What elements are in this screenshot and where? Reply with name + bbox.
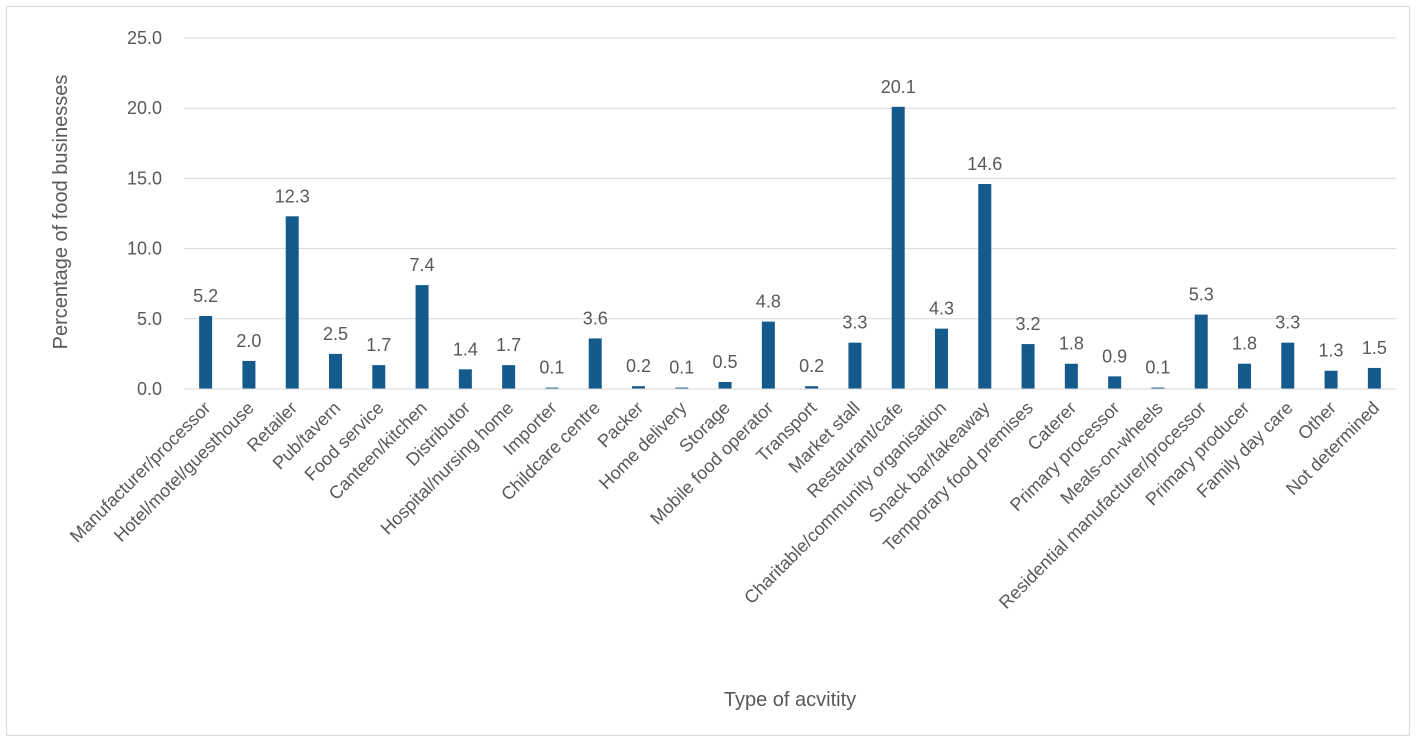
bar [978,184,992,389]
gridlines [184,37,1396,320]
bar [1108,376,1122,389]
bar [502,365,516,389]
data-label: 1.5 [1362,338,1387,358]
data-label: 12.3 [275,186,310,206]
y-tick-label: 25.0 [127,28,162,48]
data-label: 0.5 [713,352,738,372]
data-label: 2.0 [236,331,261,351]
data-labels: 5.2 2.0 12.3 2.5 1.7 7.4 1.4 1.7 0.1 3.6 0.2 0.1 0.5… [193,77,1387,378]
data-label: 4.8 [756,292,781,312]
y-axis-ticks: 0.0 5.0 10.0 15.0 20.0 25.0 [127,28,162,399]
data-label: 1.3 [1319,341,1344,361]
x-axis-title: Type of acvitity [724,689,856,711]
y-axis-title: Percentage of food businesses [50,75,72,350]
bar [415,285,429,389]
bar [1194,314,1208,389]
data-label: 14.6 [967,154,1002,174]
bar [718,381,732,389]
data-label: 1.8 [1232,334,1257,354]
data-label: 3.3 [1275,313,1300,333]
bar [285,216,299,389]
bar [675,387,689,389]
bar [805,386,819,389]
bar [632,386,645,389]
x-axis-ticks: Manufacturer/processorHotel/motel/guesth… [66,398,1383,613]
bar [1238,363,1251,389]
bar [935,328,948,389]
bars [199,106,1381,390]
data-label: 1.7 [366,335,391,355]
data-label: 0.1 [539,358,564,378]
data-label: 1.4 [453,339,478,359]
bar [458,369,472,389]
y-tick-label: 10.0 [127,239,162,259]
data-label: 20.1 [881,77,916,97]
data-label: 0.1 [669,358,694,378]
bar [1151,387,1165,389]
bar [1021,344,1035,389]
bar [588,338,602,389]
bar [372,365,386,389]
bar [891,106,905,390]
bar [1281,342,1295,389]
data-label: 2.5 [323,324,348,344]
data-label: 4.3 [929,299,954,319]
bar [199,315,213,389]
bar [1367,367,1381,389]
y-tick-label: 5.0 [137,309,162,329]
bar [848,342,862,389]
data-label: 3.2 [1016,314,1041,334]
data-label: 0.2 [799,356,824,376]
y-tick-label: 0.0 [137,379,162,399]
data-label: 1.7 [496,335,521,355]
bar [545,387,559,389]
data-label: 3.3 [842,313,867,333]
data-label: 3.6 [583,308,608,328]
data-label: 0.1 [1145,358,1170,378]
bar [329,353,342,389]
data-label: 1.8 [1059,334,1084,354]
bar [1064,363,1078,389]
data-label: 5.3 [1189,285,1214,305]
data-label: 0.2 [626,356,651,376]
bar [761,321,775,389]
data-label: 0.9 [1102,346,1127,366]
data-label: 7.4 [410,255,435,275]
data-label: 5.2 [193,286,218,306]
chart-frame [6,6,1410,736]
bar [242,360,256,389]
bar [1324,370,1338,389]
y-tick-label: 15.0 [127,168,162,188]
y-tick-label: 20.0 [127,98,162,118]
